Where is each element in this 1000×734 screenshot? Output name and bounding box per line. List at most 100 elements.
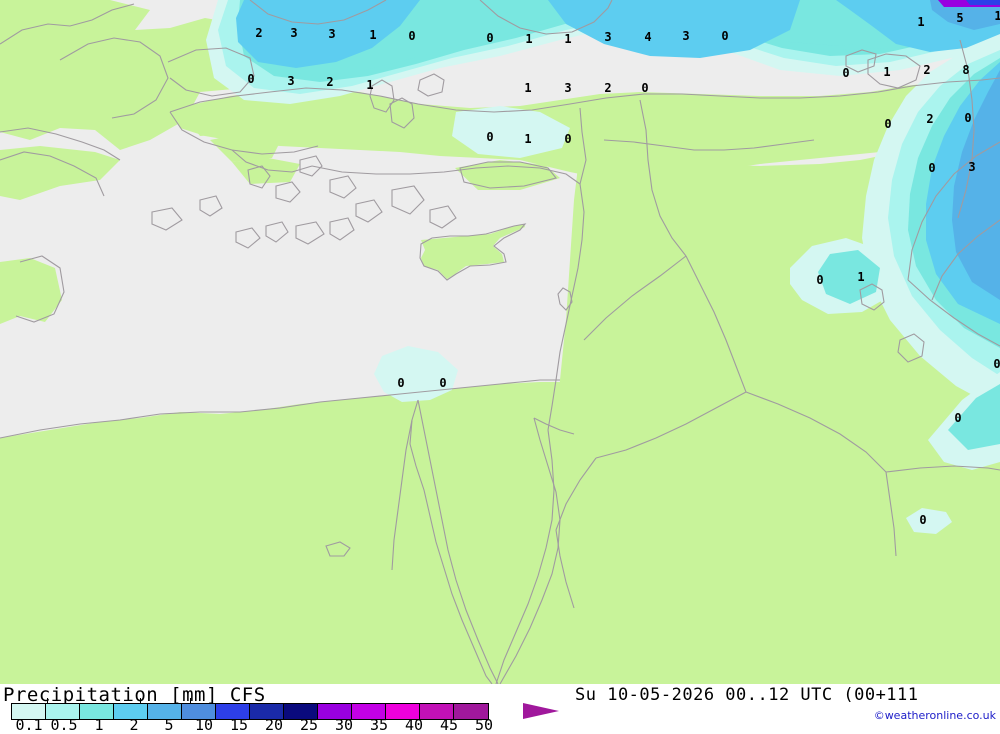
colour-swatch: [216, 704, 250, 719]
precip-patch-med: [374, 346, 458, 402]
forecast-datetime: Su 10-05-2026 00..12 UTC (00+111: [575, 685, 919, 705]
precip-value-label: 3: [287, 74, 295, 88]
colour-scale-tick: 25: [299, 716, 319, 734]
precip-value-label: 5: [956, 11, 964, 25]
precip-value-label: 2: [604, 81, 612, 95]
colour-scale-tick: 35: [369, 716, 389, 734]
land-greece-west: [0, 146, 120, 200]
precip-core-5-topright: [930, 0, 1000, 30]
precip-patch-east-core: [948, 384, 1000, 450]
land-egypt-northafrica: [0, 382, 560, 684]
precip-value-label: 0: [564, 132, 572, 146]
precip-value-label: 0: [486, 31, 494, 45]
copyright-label[interactable]: ©weatheronline.co.uk: [873, 709, 996, 722]
precip-band-1b-north: [250, 0, 1000, 76]
precip-value-label: 1: [883, 65, 891, 79]
colour-scale-tick: 15: [229, 716, 249, 734]
precip-value-label: 2: [326, 75, 334, 89]
precip-value-label: 8: [962, 63, 970, 77]
precip-value-label: 3: [564, 81, 572, 95]
colour-scale-overflow-arrow: [523, 703, 559, 719]
colour-swatch: [386, 704, 420, 719]
precip-value-label: 0: [954, 411, 962, 425]
precip-value-label: 2: [926, 112, 934, 126]
precip-value-label: 1: [524, 81, 532, 95]
precip-value-label: 0: [641, 81, 649, 95]
colour-scale-tick: 1: [94, 716, 104, 734]
colour-scale-tick: 0.5: [50, 716, 78, 734]
precip-value-label: 0: [842, 66, 850, 80]
precip-value-label: 3: [328, 27, 336, 41]
colour-swatch: [352, 704, 386, 719]
precip-value-label: 4: [644, 30, 652, 44]
colour-swatch: [12, 704, 46, 719]
land-turkey: [170, 78, 1000, 180]
precip-value-label: 0: [721, 29, 729, 43]
precip-value-label: 0: [919, 513, 927, 527]
land-balkans: [0, 0, 255, 150]
colour-swatch: [182, 704, 216, 719]
colour-scale-tick: 5: [164, 716, 174, 734]
precip-value-label: 2: [923, 63, 931, 77]
precip-value-label: 1: [857, 270, 865, 284]
colour-scale-tick-mark: [190, 698, 191, 703]
colour-scale-tick: 50: [474, 716, 494, 734]
colour-swatch: [250, 704, 284, 719]
coastlines-and-borders: [0, 0, 1000, 684]
precip-value-label: 0: [439, 376, 447, 390]
precip-value-label: 0: [928, 161, 936, 175]
precip-value-label: 0: [397, 376, 405, 390]
precip-deepblue-sliver: [966, 0, 1000, 5]
colour-swatch: [420, 704, 454, 719]
legend-title: Precipitation [mm] CFS: [3, 684, 266, 706]
precip-value-label: 1: [369, 28, 377, 42]
precip-value-label: 1: [994, 9, 1000, 23]
precip-patch-arabia: [906, 508, 952, 534]
colour-scale-tick-mark: [140, 698, 141, 703]
colour-scale-tick-mark: [47, 698, 48, 703]
precip-core-2-aegean: [236, 0, 420, 68]
land-peloponnese: [0, 258, 62, 324]
precip-value-label: 3: [682, 29, 690, 43]
colour-scale-tick: 0.1: [15, 716, 43, 734]
precip-value-label: 0: [993, 357, 1000, 371]
precip-value-label: 0: [247, 72, 255, 86]
precip-value-label: 3: [290, 26, 298, 40]
map-canvas: [0, 0, 1000, 684]
precip-value-label: 0: [486, 130, 494, 144]
colour-scale-ticks: 0.1 0.5 1 2 5 10 15 20 25 30 35 40 45 50: [0, 718, 560, 733]
precip-value-label: 1: [525, 32, 533, 46]
precip-value-label: 0: [408, 29, 416, 43]
precip-value-label: 0: [884, 117, 892, 131]
precipitation-map[interactable]: 2 3 3 1 0 0 1 1 3 4 3 0 1 5 1 0 3 2 1 1 3 2 0 0 1 2 8 0 1 0 0 2 0 0 3 0 1 0 0 0…: [0, 0, 1000, 684]
precip-value-label: 1: [366, 78, 374, 92]
colour-scale-tick: 40: [404, 716, 424, 734]
colour-scale-tick: 30: [334, 716, 354, 734]
colour-scale-tick: 2: [129, 716, 139, 734]
colour-swatch: [114, 704, 148, 719]
colour-scale[interactable]: [11, 703, 489, 720]
precip-5-eastcorner: [952, 70, 1000, 300]
precip-value-label: 1: [564, 32, 572, 46]
precip-core-2-central: [548, 0, 800, 58]
colour-scale-tick: 10: [194, 716, 214, 734]
colour-swatch: [46, 704, 80, 719]
land-turkey-sw: [210, 132, 282, 162]
colour-swatch: [80, 704, 114, 719]
precip-value-label: 0: [964, 111, 972, 125]
colour-swatch: [454, 704, 488, 719]
colour-swatch: [318, 704, 352, 719]
precip-value-label: 1: [917, 15, 925, 29]
precip-value-label: 0: [816, 273, 824, 287]
colour-swatch: [148, 704, 182, 719]
land-turkey-west: [186, 110, 240, 136]
colour-scale-tick: 20: [264, 716, 284, 734]
precip-value-label: 1: [524, 132, 532, 146]
colour-swatch: [284, 704, 318, 719]
precip-value-label: 3: [968, 160, 976, 174]
precip-patch-south-turkey: [452, 106, 570, 158]
island-cyprus: [421, 224, 525, 279]
precip-value-label: 3: [604, 30, 612, 44]
precip-patch-syria-core: [818, 250, 880, 304]
